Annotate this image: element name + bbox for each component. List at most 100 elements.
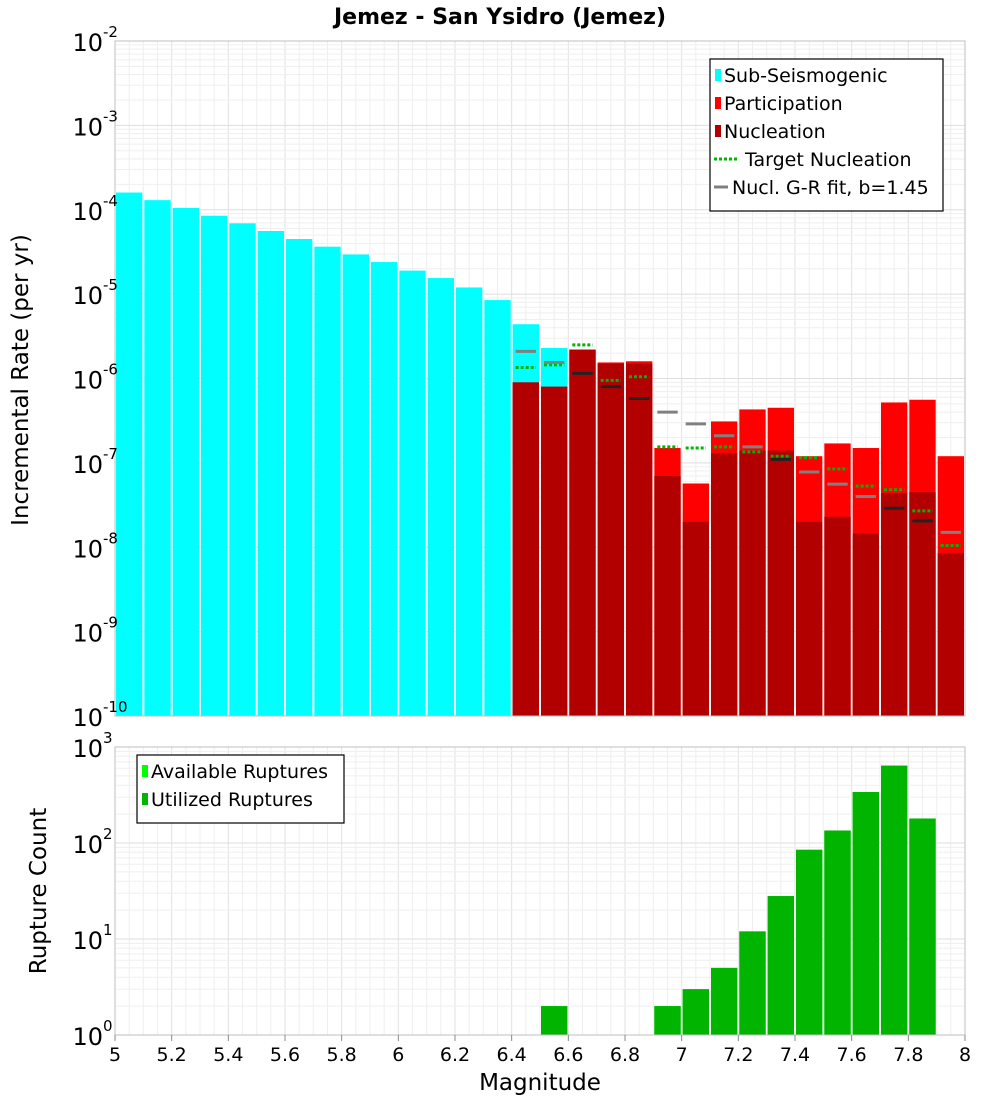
y-tick-exponent: -6 (103, 361, 118, 379)
y-tick-label: 10 (72, 29, 103, 57)
y-tick-exponent: 0 (103, 1017, 113, 1035)
y-tick-exponent: 2 (103, 825, 113, 843)
nucleation-legend-swatch (715, 125, 721, 137)
utilized-ruptures-bar (881, 765, 908, 1035)
y-tick-exponent: -7 (103, 445, 118, 463)
nucleation-bar (881, 492, 908, 716)
x-tick-label: 7.4 (780, 1044, 810, 1066)
sub-seismogenic-legend-swatch (715, 69, 721, 81)
x-tick-label: 5.8 (327, 1044, 357, 1066)
y-tick-label: 10 (72, 282, 103, 310)
utilized-ruptures-bar (796, 849, 823, 1035)
nucleation-bar (852, 533, 879, 716)
x-tick-label: 5 (109, 1044, 121, 1066)
utilized-ruptures-bar (541, 1006, 568, 1035)
sub-seismogenic-bar (456, 287, 483, 716)
participation-legend-swatch (715, 97, 721, 109)
y-tick-label: 10 (72, 831, 103, 859)
rate-bars (116, 192, 964, 717)
rate-plot-frame (114, 40, 966, 717)
sub-seismogenic-bar (371, 262, 398, 716)
nucleation-bar (569, 349, 596, 716)
nucleation-bar (597, 363, 624, 716)
sub-seismogenic-bar (116, 192, 143, 717)
sub-seismogenic-bar (229, 223, 256, 716)
legend-label: Sub-Seismogenic (724, 65, 888, 87)
rate-y-axis-label: Incremental Rate (per yr) (8, 234, 34, 526)
nucleation-bar (682, 521, 709, 716)
count-plot-frame (114, 746, 966, 1036)
y-tick-exponent: -5 (103, 276, 118, 294)
y-tick-exponent: -9 (103, 614, 118, 632)
y-tick-label: 10 (72, 927, 103, 955)
y-tick-exponent: 3 (103, 729, 113, 747)
y-tick-label: 10 (72, 113, 103, 141)
x-tick-label: 7.6 (837, 1044, 867, 1066)
x-tick-label: 6.6 (553, 1044, 583, 1066)
count-bars (541, 765, 936, 1035)
nucleation-bar (626, 363, 653, 716)
x-tick-label: 5.6 (270, 1044, 300, 1066)
utilized-ruptures-bar (654, 1006, 681, 1035)
utilized-ruptures-bar (711, 967, 738, 1035)
sub-seismogenic-bar (201, 215, 228, 717)
x-tick-label: 6.8 (610, 1044, 640, 1066)
legend-label: Utilized Ruptures (151, 789, 313, 811)
y-tick-exponent: -3 (103, 107, 118, 125)
x-tick-label: 5.4 (213, 1044, 243, 1066)
legend-label: Nucleation (724, 121, 826, 143)
legend-label: Nucl. G-R fit, b=1.45 (732, 177, 929, 199)
utilized-ruptures-bar (909, 818, 936, 1035)
utilized-ruptures-bar (767, 896, 794, 1035)
magnitude-x-axis: 5 5.2 5.4 5.6 5.8 6 6.2 6.4 6.6 6.8 7 7.2 7.4 7.6 7.8 8 (109, 1035, 971, 1066)
y-tick-label: 10 (72, 198, 103, 226)
rate-fit-lines (515, 343, 961, 547)
x-tick-label: 8 (959, 1044, 971, 1066)
nucleation-bar (767, 450, 794, 716)
utilized-ruptures-legend-swatch (142, 793, 148, 805)
x-axis-label: Magnitude (479, 1070, 601, 1096)
nucleation-bar (909, 492, 936, 716)
utilized-ruptures-bar (682, 989, 709, 1035)
x-tick-label: 6.4 (497, 1044, 527, 1066)
y-tick-exponent: -4 (103, 192, 118, 210)
x-tick-label: 6 (392, 1044, 404, 1066)
sub-seismogenic-bar (427, 278, 454, 716)
y-tick-exponent: -10 (103, 698, 128, 716)
nucleation-bar (796, 521, 823, 716)
rate-legend: Sub-Seismogenic Participation Nucleation Ta… (709, 58, 944, 212)
sub-seismogenic-bar (342, 254, 369, 716)
sub-seismogenic-bar (257, 230, 284, 716)
x-tick-label: 7 (676, 1044, 688, 1066)
utilized-ruptures-bar (824, 830, 851, 1035)
sub-seismogenic-bar (144, 200, 171, 716)
y-tick-exponent: -8 (103, 529, 118, 547)
legend-box (709, 58, 944, 212)
y-tick-exponent: -2 (103, 23, 118, 41)
sub-seismogenic-bar (286, 239, 313, 716)
legend-label: Available Ruptures (151, 761, 328, 783)
nucleation-bar (937, 553, 964, 716)
count-y-axis-label: Rupture Count (26, 808, 52, 974)
sub-seismogenic-bar (314, 246, 341, 717)
y-tick-exponent: 1 (103, 921, 113, 939)
sub-seismogenic-bar (484, 300, 511, 716)
nucleation-bar (654, 475, 681, 716)
utilized-ruptures-bar (852, 791, 879, 1035)
y-tick-label: 10 (72, 535, 103, 563)
y-tick-label: 10 (72, 735, 103, 763)
nucleation-bar (711, 453, 738, 716)
y-tick-label: 10 (72, 451, 103, 479)
x-tick-label: 7.8 (893, 1044, 923, 1066)
y-tick-label: 10 (72, 1023, 103, 1051)
legend-label: Target Nucleation (744, 149, 912, 171)
count-legend: Available Ruptures Utilized Ruptures (136, 754, 345, 824)
nucleation-bar (512, 382, 539, 716)
sub-seismogenic-bar (399, 270, 426, 716)
sub-seismogenic-bar (172, 207, 199, 716)
nucleation-bar (824, 516, 851, 716)
